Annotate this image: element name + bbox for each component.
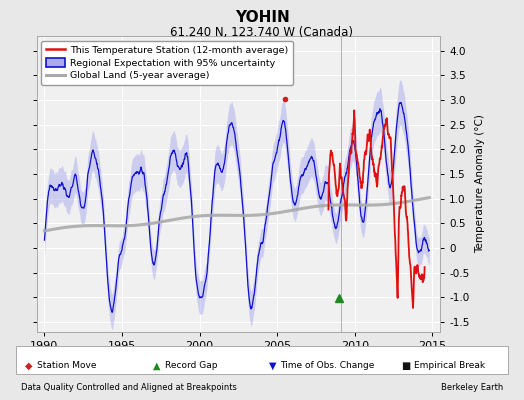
Text: Berkeley Earth: Berkeley Earth	[441, 383, 503, 392]
Y-axis label: Temperature Anomaly (°C): Temperature Anomaly (°C)	[475, 114, 485, 254]
Text: Record Gap: Record Gap	[165, 362, 217, 370]
Text: ▲: ▲	[154, 361, 161, 371]
Text: ◆: ◆	[25, 361, 32, 371]
Legend: This Temperature Station (12-month average), Regional Expectation with 95% uncer: This Temperature Station (12-month avera…	[41, 41, 293, 85]
Text: Station Move: Station Move	[37, 362, 96, 370]
Text: Data Quality Controlled and Aligned at Breakpoints: Data Quality Controlled and Aligned at B…	[21, 383, 237, 392]
Text: 61.240 N, 123.740 W (Canada): 61.240 N, 123.740 W (Canada)	[170, 26, 354, 39]
Text: ■: ■	[401, 361, 411, 371]
Text: Empirical Break: Empirical Break	[414, 362, 485, 370]
Text: ▼: ▼	[269, 361, 276, 371]
Text: YOHIN: YOHIN	[235, 10, 289, 25]
Text: Time of Obs. Change: Time of Obs. Change	[280, 362, 375, 370]
